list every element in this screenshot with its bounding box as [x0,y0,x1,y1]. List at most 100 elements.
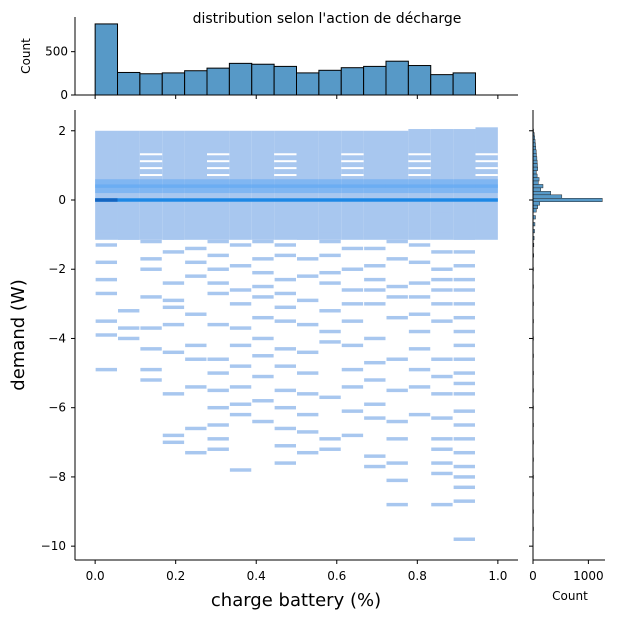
y-tick-label: −2 [48,262,66,276]
heatmap-cell [319,270,341,275]
heatmap-cell [431,357,453,361]
heatmap-cell [453,236,475,240]
heatmap-cell [431,392,453,396]
heatmap-cell [274,243,296,247]
heatmap-cell [162,392,185,396]
heatmap-cell [431,267,453,271]
heatmap-gap [274,153,297,156]
heatmap-gap [475,167,498,170]
marginal-y-xtick-label: 1000 [573,569,604,583]
heatmap-cell [229,412,252,417]
heatmap-cell [162,305,185,310]
heatmap-cell [274,461,296,465]
heatmap-cell [185,426,207,431]
heatmap-cell [386,219,408,223]
heatmap-cell [364,336,386,341]
marginal-x-bar [318,69,342,96]
heatmap-gap [475,174,498,177]
heatmap-cell [431,461,453,465]
marginal-x-bar [340,67,365,96]
marginal-x-bar [273,65,298,96]
heatmap-cell [408,347,431,351]
heatmap-cell [408,295,431,299]
heatmap-cell [229,385,252,389]
heatmap-cell [162,440,185,445]
heatmap-gap [475,160,498,163]
heatmap-cell [252,315,274,320]
chart-title: distribution selon l'action de décharge [193,11,462,27]
heatmap-cell [140,239,162,244]
heatmap-cell [95,229,118,233]
x-tick-label: 0.0 [86,569,105,583]
heatmap-cell [252,219,274,223]
heatmap-cell [207,253,229,258]
heatmap-cell [408,329,431,334]
heatmap-cell [252,336,274,341]
heatmap-cell [386,437,408,441]
heatmap-cell [431,437,453,441]
heatmap-cell [364,464,386,469]
heatmap-cell [408,260,431,265]
heatmap-gap [274,174,297,177]
heatmap-cell [297,371,319,375]
marginal-x-histogram: 0 500 Count [19,17,518,102]
heatmap-cell [431,471,453,476]
heatmap-cell [185,274,207,278]
heatmap-cell [140,347,162,351]
heatmap-cell [297,350,319,355]
heatmap-cell [207,219,229,223]
heatmap-gap [408,174,431,177]
x-tick-label: 0.2 [166,569,185,583]
heatmap-cell [453,381,475,386]
marginal-y-bar [532,187,542,192]
heatmap-cell [386,357,408,361]
heatmap-cell [140,378,162,382]
heatmap-cell [364,360,386,365]
heatmap-gap [207,174,230,177]
heatmap-cell [207,322,229,327]
heatmap-cell [318,200,342,240]
heatmap-cell [274,277,296,282]
heatmap-cell [453,409,475,413]
heatmap-cell [297,257,319,261]
heatmap-gap [139,153,163,156]
heatmap-cell [185,343,207,348]
marginal-x-ytick-label: 0 [60,88,68,102]
heatmap-gap [274,160,297,163]
heatmap-cell [408,200,431,240]
heatmap-cell [140,326,162,330]
heatmap-cell [431,374,453,379]
marginal-x-bar [94,23,119,96]
heatmap-cell [408,367,431,372]
y-tick-label: −4 [48,331,66,345]
heatmap-cell [274,200,297,240]
heatmap-gap [139,160,163,163]
heatmap-cell [162,236,185,240]
heatmap-cell [341,409,364,413]
heatmap-cell [95,198,118,202]
heatmap-cell [118,309,140,313]
marginal-x-bar [251,63,275,96]
heatmap-gap [207,153,230,156]
heatmap-cell [229,243,252,247]
heatmap-cell [475,200,498,240]
heatmap-cell [453,302,475,306]
heatmap-cell [341,288,364,292]
marginal-x-bar [430,74,454,96]
heatmap-gap [408,153,431,156]
x-tick-label: 0.4 [247,569,266,583]
marginal-x-bar [452,72,476,96]
heatmap-cell [252,295,274,299]
heatmap-cell [453,357,475,361]
heatmap-cell [95,260,118,265]
heatmap-cell [453,537,475,541]
x-tick-label: 1.0 [488,569,507,583]
marginal-y-bar [532,180,539,185]
heatmap-cell [95,333,118,337]
heatmap-cell [386,239,408,244]
heatmap-cell [453,343,475,348]
heatmap-cell [229,200,252,240]
heatmap-gap [341,167,364,170]
heatmap-cell [319,229,341,233]
heatmap-cell [229,402,252,406]
